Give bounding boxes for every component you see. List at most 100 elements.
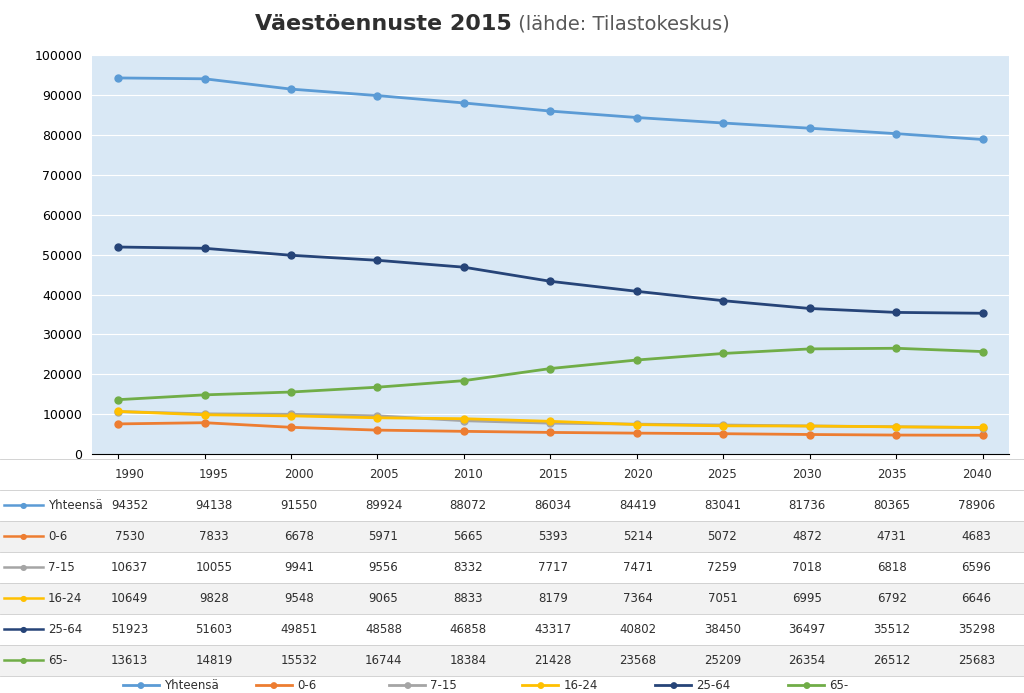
Text: 94138: 94138 [196, 499, 232, 511]
Text: 10649: 10649 [111, 592, 148, 605]
Text: 1995: 1995 [200, 468, 229, 481]
Text: 4872: 4872 [793, 529, 822, 543]
Text: ●: ● [670, 681, 677, 690]
Text: 23568: 23568 [620, 653, 656, 667]
Text: 9548: 9548 [284, 592, 313, 605]
Text: 25-64: 25-64 [48, 623, 82, 635]
Text: 16-24: 16-24 [563, 678, 598, 692]
Text: 8179: 8179 [538, 592, 568, 605]
Text: 7051: 7051 [708, 592, 737, 605]
Text: ●: ● [19, 656, 28, 665]
Text: 81736: 81736 [788, 499, 825, 511]
Text: 6596: 6596 [962, 561, 991, 574]
Text: 5393: 5393 [539, 529, 567, 543]
Text: ●: ● [137, 681, 144, 690]
Text: 6678: 6678 [284, 529, 313, 543]
Text: 7018: 7018 [793, 561, 822, 574]
Text: 21428: 21428 [535, 653, 571, 667]
Text: ●: ● [19, 624, 28, 633]
Text: 13613: 13613 [111, 653, 148, 667]
Text: 14819: 14819 [196, 653, 232, 667]
Text: 2040: 2040 [962, 468, 991, 481]
Text: 36497: 36497 [788, 623, 825, 635]
Text: 48588: 48588 [365, 623, 402, 635]
Text: 6646: 6646 [962, 592, 991, 605]
Text: (lähde: Tilastokeskus): (lähde: Tilastokeskus) [512, 15, 730, 34]
Text: 6995: 6995 [793, 592, 822, 605]
Text: 7259: 7259 [708, 561, 737, 574]
Text: 7530: 7530 [115, 529, 144, 543]
Text: 35298: 35298 [958, 623, 995, 635]
Text: ●: ● [19, 501, 28, 510]
Text: 5665: 5665 [454, 529, 483, 543]
Text: 2005: 2005 [369, 468, 398, 481]
Text: 7-15: 7-15 [430, 678, 457, 692]
Text: 18384: 18384 [450, 653, 486, 667]
Text: 25-64: 25-64 [696, 678, 730, 692]
Text: 51923: 51923 [111, 623, 148, 635]
Text: ●: ● [803, 681, 810, 690]
Text: 2030: 2030 [793, 468, 822, 481]
Text: 2015: 2015 [538, 468, 568, 481]
Text: 9828: 9828 [200, 592, 229, 605]
Text: 6818: 6818 [877, 561, 906, 574]
Text: ●: ● [403, 681, 411, 690]
Text: 25209: 25209 [703, 653, 741, 667]
Text: 2000: 2000 [284, 468, 313, 481]
Text: 25683: 25683 [958, 653, 995, 667]
Text: 49851: 49851 [281, 623, 317, 635]
Text: 91550: 91550 [281, 499, 317, 511]
Text: 1990: 1990 [115, 468, 144, 481]
Text: 83041: 83041 [703, 499, 741, 511]
Text: 38450: 38450 [703, 623, 741, 635]
Text: 65-: 65- [48, 653, 68, 667]
Text: 89924: 89924 [365, 499, 402, 511]
Text: 6792: 6792 [877, 592, 907, 605]
Text: 8332: 8332 [454, 561, 483, 574]
Text: 43317: 43317 [535, 623, 571, 635]
Text: 94352: 94352 [111, 499, 148, 511]
Text: 7833: 7833 [200, 529, 229, 543]
Text: Yhteensä: Yhteensä [48, 499, 102, 511]
Text: 10055: 10055 [196, 561, 232, 574]
Text: 88072: 88072 [450, 499, 486, 511]
Text: 5072: 5072 [708, 529, 737, 543]
Text: 51603: 51603 [196, 623, 232, 635]
Text: ●: ● [270, 681, 278, 690]
Text: 65-: 65- [829, 678, 849, 692]
Text: 16-24: 16-24 [48, 592, 83, 605]
Text: 7-15: 7-15 [48, 561, 75, 574]
Text: 0-6: 0-6 [297, 678, 316, 692]
Text: 0-6: 0-6 [48, 529, 68, 543]
Text: 9941: 9941 [284, 561, 313, 574]
Text: 80365: 80365 [873, 499, 910, 511]
Text: 2025: 2025 [708, 468, 737, 481]
Text: 2010: 2010 [454, 468, 483, 481]
Text: 26512: 26512 [873, 653, 910, 667]
Text: 10637: 10637 [111, 561, 148, 574]
Text: 78906: 78906 [957, 499, 995, 511]
Text: 7717: 7717 [538, 561, 568, 574]
Text: 9556: 9556 [369, 561, 398, 574]
Text: 40802: 40802 [620, 623, 656, 635]
Text: ●: ● [537, 681, 544, 690]
Text: 35512: 35512 [873, 623, 910, 635]
Text: ●: ● [19, 532, 28, 541]
Text: 16744: 16744 [365, 653, 402, 667]
Text: 2020: 2020 [623, 468, 652, 481]
Text: 2035: 2035 [877, 468, 906, 481]
Text: 46858: 46858 [450, 623, 486, 635]
Text: 26354: 26354 [788, 653, 825, 667]
Text: 7364: 7364 [623, 592, 652, 605]
Text: Väestöennuste 2015: Väestöennuste 2015 [255, 15, 512, 34]
Text: 4731: 4731 [877, 529, 906, 543]
Text: 86034: 86034 [535, 499, 571, 511]
Text: 7471: 7471 [623, 561, 652, 574]
Text: ●: ● [19, 563, 28, 572]
Text: 84419: 84419 [618, 499, 656, 511]
Text: 9065: 9065 [369, 592, 398, 605]
Text: 4683: 4683 [962, 529, 991, 543]
Text: 5214: 5214 [623, 529, 652, 543]
Text: 8833: 8833 [454, 592, 483, 605]
Text: 5971: 5971 [369, 529, 398, 543]
